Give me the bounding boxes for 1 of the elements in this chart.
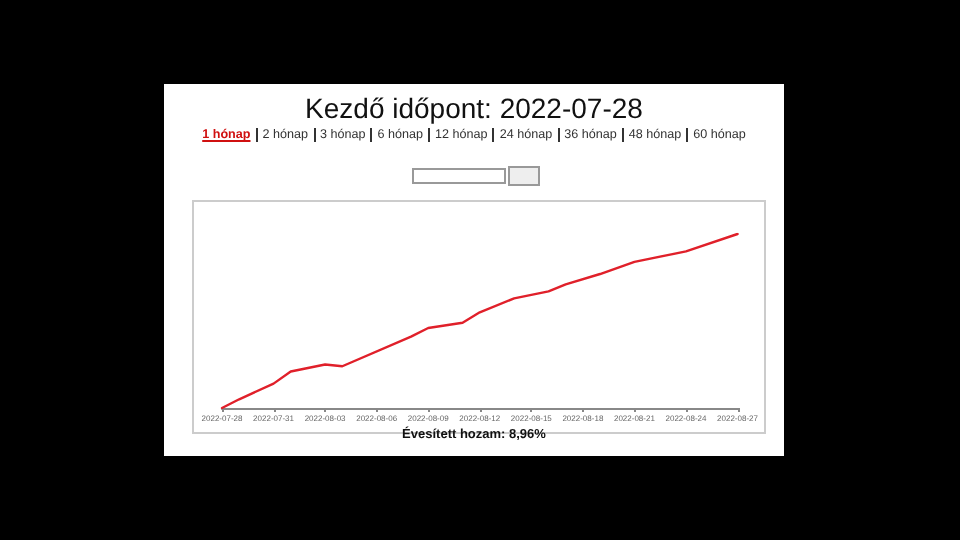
chart-title: Kezdő időpont: 2022-07-28 <box>303 92 645 124</box>
